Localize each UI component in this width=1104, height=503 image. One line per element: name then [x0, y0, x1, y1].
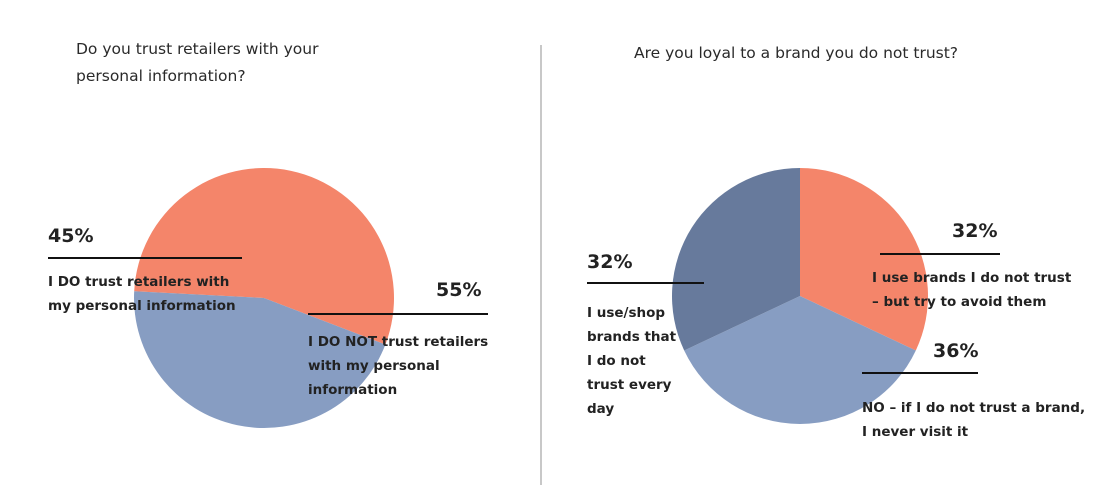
pie-percent-label: 32% — [587, 251, 633, 273]
pie-percent-label: 55% — [436, 279, 482, 301]
pie-slice — [134, 291, 386, 429]
pie-leader-line — [308, 313, 488, 315]
pie-leader-line — [48, 257, 242, 259]
pie-slice-label: I DO trust retailers with my personal in… — [48, 270, 236, 318]
pie-slice — [671, 167, 800, 351]
chart-title-line: Do you trust retailers with your — [76, 40, 319, 58]
pie-slice — [684, 296, 916, 425]
pie-leader-line — [587, 282, 704, 284]
pie-slice-label: I use/shop brands that I do not trust ev… — [587, 301, 676, 421]
pie-slice-label-line: I never visit it — [862, 424, 969, 440]
pie-leader-line — [862, 372, 978, 374]
chart-title: Do you trust retailers with your persona… — [76, 36, 318, 90]
pie-slice-label-line: – but try to avoid them — [872, 294, 1047, 310]
pie-slice — [134, 168, 395, 345]
pie-slice-label-line: trust every — [587, 377, 672, 393]
chart-panel-brand-loyalty: Are you loyal to a brand you do not trus… — [542, 0, 1104, 503]
pie-chart-brand-loyalty — [671, 167, 929, 425]
pie-slice-label: I use brands I do not trust – but try to… — [872, 266, 1071, 314]
pie-slice-label-line: brands that — [587, 329, 677, 345]
pie-chart-trust-retailers — [134, 168, 395, 429]
pie-slice-label-line: I use/shop — [587, 305, 666, 321]
pie-slice-label-line: I do not — [587, 353, 646, 369]
panel-divider — [540, 45, 542, 485]
pie-slice-label: I DO NOT trust retailers with my persona… — [308, 330, 488, 402]
pie-slice-label: NO – if I do not trust a brand, I never … — [862, 396, 1085, 444]
pie-percent-label: 32% — [952, 220, 998, 242]
pie-slice-label-line: I use brands I do not trust — [872, 270, 1072, 286]
pie-slice-label-line: I DO NOT trust retailers — [308, 334, 489, 350]
pie-leader-line — [880, 253, 1000, 255]
pie-slice-label-line: with my personal — [308, 358, 440, 374]
chart-panel-trust-retailers: Do you trust retailers with your persona… — [0, 0, 540, 503]
pie-slice-label-line: day — [587, 401, 615, 417]
chart-title-line: personal information? — [76, 67, 246, 85]
pie-percent-label: 36% — [933, 340, 979, 362]
pie-slice — [800, 168, 929, 351]
pie-slice-label-line: information — [308, 382, 398, 398]
pie-slice-label-line: my personal information — [48, 298, 236, 314]
pie-percent-label: 45% — [48, 225, 94, 247]
pie-slice-label-line: I DO trust retailers with — [48, 274, 230, 290]
pie-slice-label-line: NO – if I do not trust a brand, — [862, 400, 1086, 416]
chart-title: Are you loyal to a brand you do not trus… — [634, 44, 959, 62]
